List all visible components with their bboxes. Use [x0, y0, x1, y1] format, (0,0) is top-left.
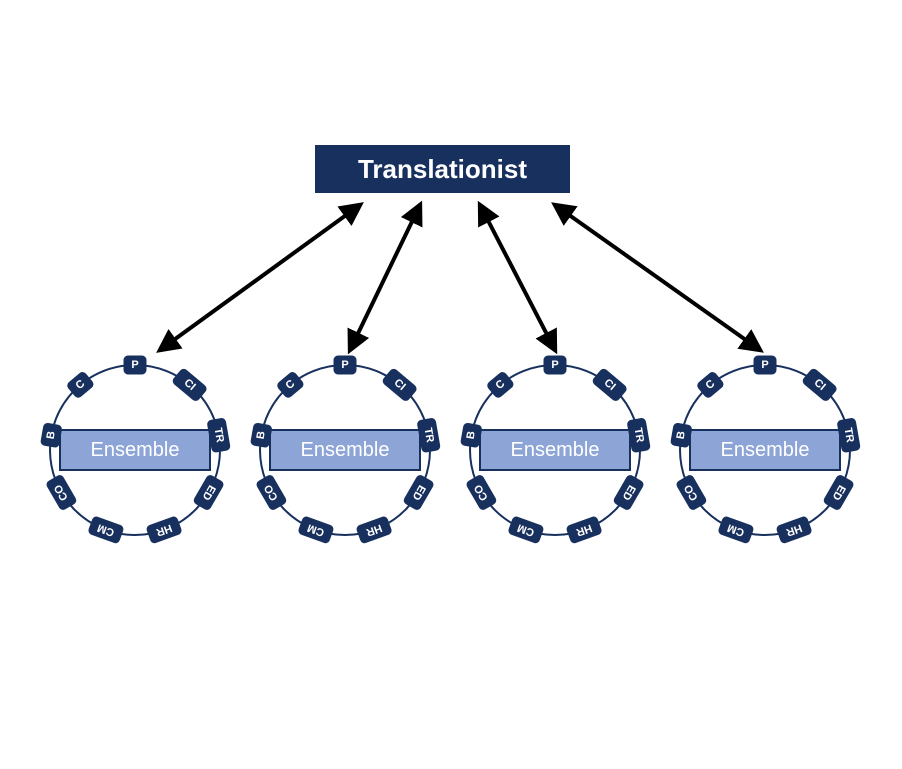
ring-node-label: TR	[842, 427, 856, 444]
connector-arrow	[350, 205, 420, 350]
ensemble-label: Ensemble	[91, 439, 180, 461]
title-label: Translationist	[358, 154, 527, 184]
title-box: Translationist	[315, 145, 570, 193]
connector-arrow	[160, 205, 360, 350]
ensemble-group: EnsemblePCITREDHRCMCOBC	[41, 356, 231, 544]
ring-node-label: P	[131, 359, 138, 371]
ring-node-label: TR	[422, 427, 436, 444]
ring-node: HR	[776, 516, 812, 544]
ensemble-label: Ensemble	[721, 439, 810, 461]
ring-node-label: TR	[212, 427, 226, 444]
ensemble-label: Ensemble	[301, 439, 390, 461]
ring-node-label: P	[551, 359, 558, 371]
ring-node-label: TR	[632, 427, 646, 444]
ensemble-group: EnsemblePCITREDHRCMCOBC	[251, 356, 441, 544]
ring-node: CO	[256, 474, 288, 511]
ensemble-group: EnsemblePCITREDHRCMCOBC	[671, 356, 861, 544]
ring-node: ED	[403, 474, 435, 511]
diagram-canvas: TranslationistEnsemblePCITREDHRCMCOBCEns…	[0, 0, 902, 769]
ring-node: B	[461, 423, 483, 448]
ring-node: HR	[146, 516, 182, 544]
ring-node: P	[544, 356, 566, 374]
connector-arrow	[480, 205, 555, 350]
ring-node: P	[754, 356, 776, 374]
ensemble-group: EnsemblePCITREDHRCMCOBC	[461, 356, 651, 544]
ring-node: ED	[823, 474, 855, 511]
ring-node: CO	[466, 474, 498, 511]
ring-node: HR	[356, 516, 392, 544]
ring-node: CO	[46, 474, 78, 511]
ensemble-label: Ensemble	[511, 439, 600, 461]
ring-node: ED	[613, 474, 645, 511]
ring-node-label: P	[341, 359, 348, 371]
ring-node-label: P	[761, 359, 768, 371]
ring-node: CM	[718, 516, 754, 544]
ring-node: B	[41, 423, 63, 448]
ring-node: CM	[298, 516, 334, 544]
ring-node: P	[124, 356, 146, 374]
ring-node: B	[671, 423, 693, 448]
ring-node: P	[334, 356, 356, 374]
ring-node: HR	[566, 516, 602, 544]
ring-node: ED	[193, 474, 225, 511]
ring-node: CM	[508, 516, 544, 544]
ring-node: CM	[88, 516, 124, 544]
ring-node: CO	[676, 474, 708, 511]
connector-arrow	[555, 205, 760, 350]
ring-node: B	[251, 423, 273, 448]
